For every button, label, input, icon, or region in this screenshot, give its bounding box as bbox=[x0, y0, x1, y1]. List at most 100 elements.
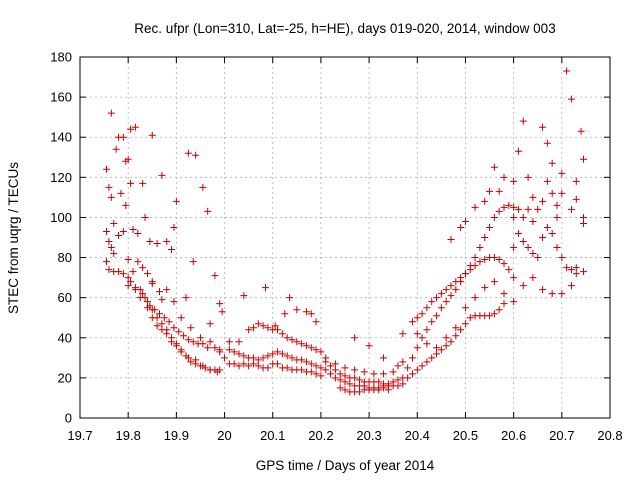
data-point bbox=[172, 340, 180, 348]
data-point bbox=[514, 147, 522, 155]
data-point bbox=[156, 288, 163, 296]
data-point bbox=[510, 274, 518, 282]
data-point bbox=[505, 201, 513, 209]
data-point bbox=[124, 155, 132, 163]
data-point bbox=[288, 354, 296, 362]
data-point bbox=[355, 388, 363, 396]
data-point bbox=[264, 364, 272, 372]
data-point bbox=[490, 310, 498, 318]
data-point bbox=[148, 306, 156, 314]
data-point bbox=[452, 286, 460, 294]
data-point bbox=[302, 358, 310, 366]
data-point bbox=[500, 300, 508, 308]
x-tick-label: 19.8 bbox=[116, 428, 141, 443]
data-point bbox=[553, 213, 561, 221]
data-point bbox=[278, 330, 286, 338]
data-point bbox=[107, 193, 115, 201]
data-point bbox=[380, 370, 388, 378]
data-point bbox=[404, 364, 412, 372]
data-point bbox=[283, 352, 291, 360]
data-point bbox=[471, 262, 479, 270]
data-point bbox=[216, 346, 224, 354]
data-point bbox=[199, 362, 207, 370]
data-point bbox=[457, 274, 465, 282]
data-point bbox=[524, 244, 532, 252]
x-tick-label: 19.9 bbox=[164, 428, 189, 443]
data-point bbox=[442, 334, 450, 342]
data-point bbox=[288, 336, 296, 344]
data-point bbox=[327, 370, 335, 378]
data-point bbox=[500, 203, 508, 211]
data-point bbox=[143, 304, 151, 312]
data-point bbox=[298, 356, 306, 364]
data-point bbox=[259, 354, 267, 362]
data-point bbox=[331, 366, 339, 374]
data-point bbox=[548, 189, 556, 197]
data-point bbox=[495, 306, 503, 314]
data-point bbox=[447, 236, 455, 244]
chart-title: Rec. ufpr (Lon=310, Lat=-25, h=HE), days… bbox=[134, 21, 555, 36]
data-point bbox=[466, 266, 474, 274]
data-point bbox=[553, 244, 561, 252]
data-point bbox=[307, 344, 315, 352]
plot-frame bbox=[79, 56, 611, 419]
data-point bbox=[158, 320, 166, 328]
data-point bbox=[264, 324, 272, 332]
data-point bbox=[122, 201, 130, 209]
data-point bbox=[189, 258, 197, 266]
data-point bbox=[221, 354, 229, 362]
data-point bbox=[524, 173, 532, 181]
data-point bbox=[510, 203, 518, 211]
data-point bbox=[249, 354, 257, 362]
data-point bbox=[175, 328, 183, 336]
y-tick-label: 20 bbox=[58, 370, 72, 385]
data-point bbox=[510, 177, 518, 185]
data-point bbox=[558, 189, 566, 197]
data-point bbox=[177, 314, 185, 322]
data-point bbox=[184, 354, 192, 362]
data-point bbox=[380, 384, 388, 392]
data-point bbox=[160, 314, 168, 322]
data-point bbox=[428, 298, 436, 306]
data-point bbox=[447, 292, 455, 300]
data-point bbox=[476, 258, 484, 266]
data-point bbox=[302, 308, 310, 316]
data-point bbox=[187, 358, 195, 366]
y-tick-label: 60 bbox=[58, 290, 72, 305]
data-point bbox=[567, 95, 575, 103]
y-tick-label: 40 bbox=[58, 330, 72, 345]
data-point bbox=[394, 376, 402, 384]
data-point bbox=[230, 360, 238, 368]
data-point bbox=[307, 310, 315, 318]
x-tick-label: 20.3 bbox=[356, 428, 381, 443]
data-point bbox=[312, 318, 320, 326]
data-point bbox=[413, 330, 421, 338]
data-point bbox=[168, 334, 176, 342]
data-point bbox=[418, 362, 426, 370]
data-point bbox=[437, 290, 445, 298]
data-point bbox=[543, 223, 551, 231]
data-point bbox=[134, 229, 142, 237]
data-point bbox=[437, 346, 445, 354]
data-point bbox=[163, 238, 171, 246]
grid-layer bbox=[80, 57, 610, 418]
data-point bbox=[433, 344, 441, 352]
data-point bbox=[495, 187, 503, 195]
x-tick-label: 19.7 bbox=[67, 428, 92, 443]
data-point bbox=[317, 348, 325, 356]
data-point bbox=[490, 254, 498, 262]
data-point bbox=[204, 344, 212, 352]
data-point bbox=[500, 290, 508, 298]
data-point bbox=[433, 312, 441, 320]
data-point bbox=[572, 177, 580, 185]
data-point bbox=[148, 280, 156, 288]
data-point bbox=[519, 117, 527, 125]
data-point bbox=[170, 324, 178, 332]
data-point bbox=[107, 244, 115, 252]
data-point bbox=[249, 324, 257, 332]
data-point bbox=[317, 364, 325, 372]
data-point bbox=[103, 258, 110, 266]
data-point bbox=[548, 159, 556, 167]
data-point bbox=[580, 213, 587, 221]
